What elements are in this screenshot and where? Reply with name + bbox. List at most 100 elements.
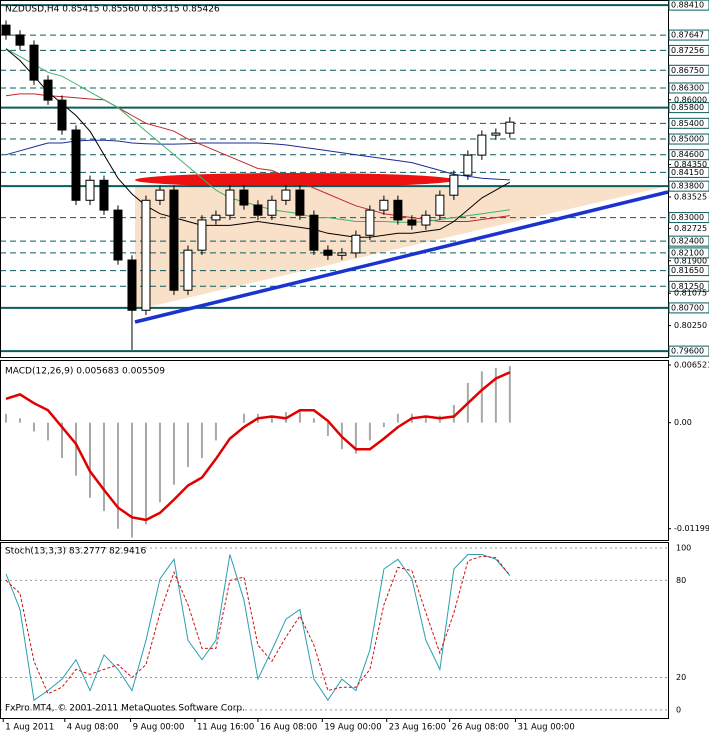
- histogram-bar: [33, 422, 36, 432]
- histogram-bar: [270, 416, 273, 423]
- level-label-box: [668, 302, 709, 314]
- histogram-bar: [368, 422, 371, 441]
- y-tick-label: 0.006521: [674, 361, 709, 370]
- y-tick-label: 0.84350: [674, 160, 707, 169]
- histogram-bar: [88, 422, 91, 498]
- candle-body: [127, 259, 137, 311]
- level-label: 0.87647: [671, 31, 704, 40]
- level-label: 0.82400: [671, 237, 704, 246]
- candle-body: [365, 209, 375, 236]
- candle-body: [337, 252, 347, 256]
- candle-body: [225, 189, 235, 216]
- candle-body: [239, 189, 249, 206]
- histogram-bar: [354, 422, 357, 454]
- histogram-bar: [172, 422, 175, 485]
- stoch-main: [5, 554, 511, 702]
- y-tick-label: 0.81075: [674, 289, 707, 298]
- histogram-bar: [200, 422, 203, 459]
- level-label-box: [668, 149, 709, 161]
- level-label-box: [668, 180, 709, 192]
- level-label: 0.81650: [671, 266, 704, 275]
- candle-body: [85, 179, 95, 201]
- level-label: 0.87256: [671, 46, 704, 55]
- candle-body: [281, 189, 291, 201]
- macd-frame: [0, 360, 669, 541]
- level-label: 0.82100: [671, 248, 704, 257]
- level-label-box: [668, 82, 709, 94]
- level-label-box: [668, 235, 709, 247]
- candle-body: [15, 34, 25, 46]
- main-title: NZDUSD,H4 0.85415 0.85560 0.85315 0.8542…: [5, 5, 220, 15]
- stoch-signal: [5, 555, 511, 695]
- histogram-bar: [214, 422, 217, 441]
- candle-body: [29, 44, 39, 81]
- x-tick-label: 9 Aug 00:00: [133, 723, 185, 733]
- histogram-bar: [312, 418, 315, 423]
- candle-body: [155, 189, 165, 201]
- candle-body: [491, 132, 501, 136]
- candle-body: [351, 234, 361, 254]
- candle-body: [435, 194, 445, 216]
- level-label: 0.83800: [671, 182, 704, 191]
- histogram-bar: [326, 422, 329, 436]
- moving-average: [5, 48, 511, 238]
- level-label-box: [668, 102, 709, 114]
- histogram-bar: [242, 413, 245, 423]
- candle-body: [113, 209, 123, 261]
- level-label: 0.88410: [671, 1, 704, 10]
- level-label-box: [668, 345, 709, 357]
- level-label: 0.85800: [671, 103, 704, 112]
- level-label-box: [668, 29, 709, 41]
- signal-line: [5, 371, 511, 522]
- histogram-bar: [298, 409, 301, 423]
- candle-body: [71, 129, 81, 201]
- histogram-bar: [480, 371, 483, 423]
- x-tick-label: 4 Aug 08:00: [67, 723, 119, 733]
- level-label: 0.84600: [671, 150, 704, 159]
- level-label-box: [668, 44, 709, 56]
- histogram-bar: [102, 422, 105, 512]
- histogram-bar: [396, 413, 399, 423]
- candle-body: [141, 199, 151, 311]
- trend-line: [134, 190, 669, 324]
- x-tick-label: 16 Aug 08:00: [260, 723, 317, 733]
- candle-body: [211, 214, 221, 221]
- candle-body: [379, 199, 389, 211]
- y-tick-label: 0: [676, 705, 681, 714]
- stoch-title: Stoch(13,3,3) 83.2777 82.9416: [5, 547, 146, 557]
- y-tick-label: 80: [676, 576, 686, 585]
- x-tick-label: 19 Aug 00:00: [324, 723, 381, 733]
- candle-body: [183, 249, 193, 291]
- level-label-box: [668, 166, 709, 178]
- y-tick-label: 0.83525: [674, 192, 707, 201]
- candle-body: [267, 199, 277, 216]
- x-tick-label: 31 Aug 00:00: [517, 723, 574, 733]
- histogram-bar: [74, 422, 77, 476]
- histogram-bar: [19, 418, 22, 423]
- candle-body: [99, 179, 109, 211]
- candle-body: [421, 214, 431, 226]
- level-label-box: [668, 265, 709, 277]
- level-label: 0.84150: [671, 168, 704, 177]
- level-label-box: [668, 117, 709, 129]
- x-tick-label: 11 Aug 16:00: [197, 723, 254, 733]
- candle-body: [253, 204, 263, 216]
- histogram-bar: [130, 422, 133, 538]
- stoch-frame: [0, 542, 669, 719]
- candle-body: [169, 189, 179, 291]
- level-label: 0.85400: [671, 119, 704, 128]
- level-label: 0.79600: [671, 347, 704, 356]
- level-label-box: [668, 247, 709, 259]
- candle-body: [295, 189, 305, 216]
- level-label: 0.81250: [671, 282, 704, 291]
- y-tick-label: 100: [676, 543, 691, 552]
- histogram-bar: [60, 422, 63, 459]
- y-tick-label: 0.82725: [674, 224, 707, 233]
- level-label-box: [668, 133, 709, 145]
- moving-average: [5, 139, 510, 181]
- macd-title: MACD(12,26,9) 0.005683 0.005509: [5, 367, 165, 377]
- x-tick-label: 26 Aug 08:00: [452, 723, 509, 733]
- candle-body: [477, 134, 487, 156]
